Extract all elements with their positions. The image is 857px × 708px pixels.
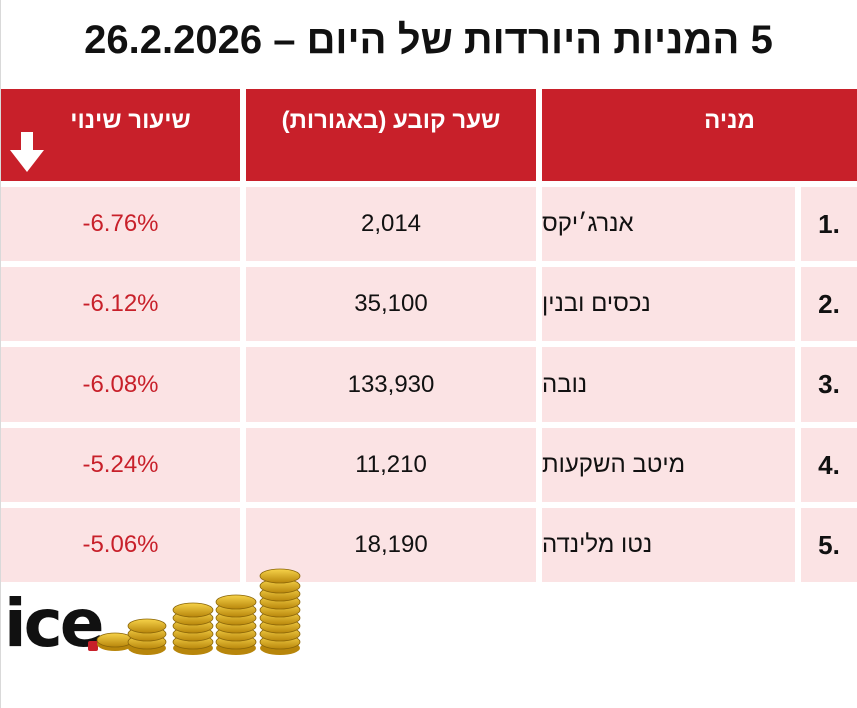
table-row-4-change: -5.24% — [1, 428, 240, 502]
table-row-1-change: -6.76% — [1, 187, 240, 261]
table-row-4-price: 11,210 — [246, 428, 536, 502]
table-row-3-name: נובה — [542, 347, 795, 422]
table-row-5-price: 18,190 — [246, 508, 536, 582]
header-change-label: שיעור שינוי — [70, 107, 191, 134]
table-row-1-name: אנרג׳יקס — [542, 187, 795, 261]
header-change: שיעור שינוי — [1, 89, 240, 181]
gold-coins-icon — [96, 568, 301, 655]
header-stock-label: מניה — [704, 107, 755, 134]
page-title: 5 המניות היורדות של היום – 26.2.2026 — [84, 18, 773, 62]
table-row-2-name: נכסים ובנין — [542, 267, 795, 341]
header-price: שער קובע (באגורות) — [246, 89, 536, 181]
header-stock: מניה — [542, 89, 857, 181]
table-row-5-rank: 5. — [801, 508, 857, 582]
table-row-1-price: 2,014 — [246, 187, 536, 261]
table-row-4-rank: 4. — [801, 428, 857, 502]
table-row-5-change: -5.06% — [1, 508, 240, 582]
table-row-5-name: נטו מלינדה — [542, 508, 795, 582]
table-row-2-change: -6.12% — [1, 267, 240, 341]
table-row-2-price: 35,100 — [246, 267, 536, 341]
logo-dot — [88, 641, 98, 651]
left-frame-line — [0, 0, 1, 708]
table-row-2-rank: 2. — [801, 267, 857, 341]
table-row-3-rank: 3. — [801, 347, 857, 422]
table-row-4-name: מיטב השקעות — [542, 428, 795, 502]
ice-logo: ice — [4, 585, 105, 662]
table-row-1-rank: 1. — [801, 187, 857, 261]
table-row-3-change: -6.08% — [1, 347, 240, 422]
arrow-down-icon — [10, 132, 44, 172]
table-row-3-price: 133,930 — [246, 347, 536, 422]
header-price-label: שער קובע (באגורות) — [281, 107, 501, 134]
